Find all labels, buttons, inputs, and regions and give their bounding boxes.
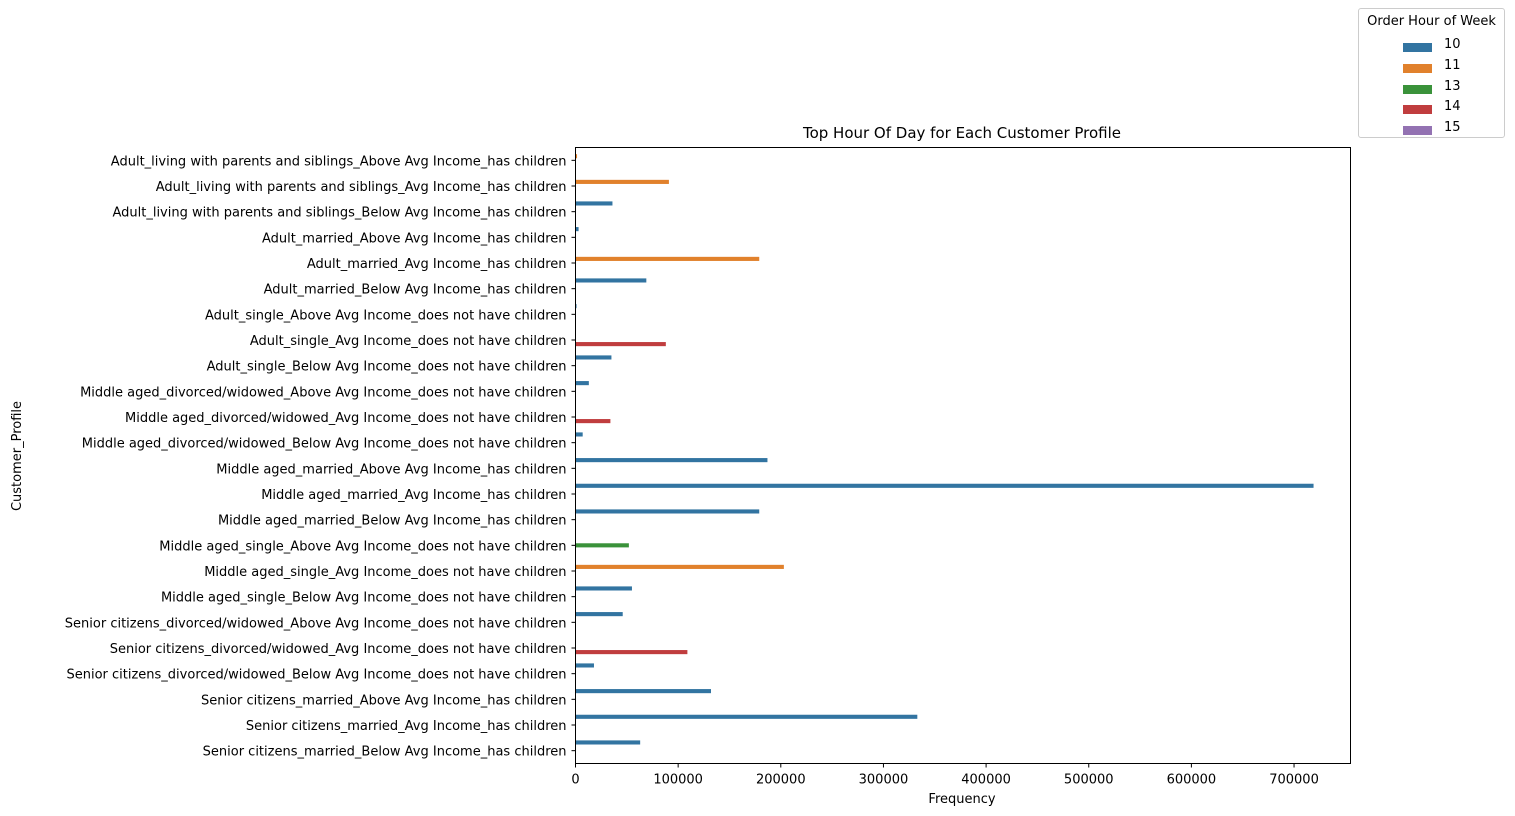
legend-label: 13	[1444, 78, 1461, 94]
y-tick-label: Adult_living with parents and siblings_B…	[112, 206, 566, 221]
bar	[575, 740, 641, 745]
y-tick-label: Adult_single_Below Avg Income_does not h…	[207, 360, 567, 375]
y-tick-label: Senior citizens_divorced/widowed_Below A…	[66, 668, 566, 683]
x-tick-label: 700000	[1269, 773, 1319, 788]
bars-group	[575, 154, 1314, 745]
legend-swatch	[1403, 126, 1432, 136]
x-tick-label: 500000	[1064, 773, 1114, 788]
y-tick-label: Middle aged_single_Avg Income_does not h…	[204, 565, 566, 580]
bar	[575, 586, 632, 591]
legend-swatch	[1403, 63, 1432, 73]
y-tick-label: Adult_married_Avg Income_has children	[307, 257, 567, 272]
legend-item: 15	[1359, 120, 1504, 138]
bar	[575, 564, 784, 569]
y-axis-ticks: Adult_living with parents and siblings_A…	[65, 154, 576, 760]
bar	[575, 227, 579, 232]
bar	[575, 154, 578, 159]
bar	[575, 256, 760, 261]
y-tick-label: Senior citizens_divorced/widowed_Above A…	[65, 616, 567, 631]
y-tick-label: Senior citizens_married_Above Avg Income…	[201, 693, 567, 708]
legend-item: 13	[1359, 78, 1504, 97]
bar	[575, 458, 768, 463]
bar	[575, 304, 577, 309]
legend: Order Hour of Week 10 11 13 14 15	[1358, 8, 1505, 138]
legend-label: 10	[1444, 37, 1461, 52]
y-tick-label: Middle aged_married_Avg Income_has child…	[261, 488, 566, 503]
y-tick-label: Adult_married_Above Avg Income_has child…	[262, 231, 567, 246]
y-tick-label: Middle aged_single_Below Avg Income_does…	[161, 591, 567, 606]
y-tick-label: Adult_living with parents and siblings_A…	[111, 154, 567, 169]
plot-frame	[575, 147, 1351, 764]
bar	[575, 543, 629, 548]
legend-swatch	[1403, 84, 1432, 94]
x-axis-ticks: 0 100000 200000 300000 400000 500000 600000 700…	[571, 763, 1319, 788]
bar	[575, 432, 583, 437]
y-tick-label: Middle aged_divorced/widowed_Below Avg I…	[82, 437, 567, 452]
bar	[575, 689, 711, 694]
y-tick-label: Senior citizens_married_Below Avg Income…	[203, 745, 567, 760]
x-tick-label: 100000	[653, 773, 703, 788]
y-tick-label: Senior citizens_divorced/widowed_Avg Inc…	[110, 642, 567, 657]
x-tick-label: 0	[571, 773, 579, 788]
bar	[575, 650, 688, 655]
x-tick-label: 200000	[756, 773, 806, 788]
y-tick-label: Adult_living with parents and siblings_A…	[156, 180, 567, 195]
chart-title: Top Hour Of Day for Each Customer Profil…	[802, 124, 1121, 142]
legend-title: Order Hour of Week	[1367, 14, 1496, 29]
bar	[575, 612, 623, 617]
legend-label: 15	[1444, 120, 1461, 136]
bar	[575, 355, 612, 360]
bar	[575, 714, 918, 719]
bar	[575, 663, 594, 668]
legend-item: 10	[1359, 37, 1504, 55]
y-tick-label: Middle aged_single_Above Avg Income_does…	[159, 539, 566, 554]
bar	[575, 381, 589, 386]
x-tick-label: 600000	[1167, 773, 1217, 788]
y-tick-label: Middle aged_married_Above Avg Income_has…	[216, 462, 566, 477]
y-tick-label: Senior citizens_married_Avg Income_has c…	[246, 719, 567, 734]
legend-swatch	[1403, 43, 1432, 52]
y-axis-label: Customer_Profile	[10, 401, 25, 511]
bar	[575, 342, 666, 347]
y-tick-label: Middle aged_divorced/widowed_Avg Income_…	[125, 411, 567, 426]
bar	[575, 419, 611, 424]
x-tick-label: 300000	[859, 773, 909, 788]
legend-item: 14	[1359, 99, 1504, 117]
x-axis-label: Frequency	[928, 792, 995, 807]
y-tick-label: Middle aged_divorced/widowed_Above Avg I…	[80, 385, 566, 400]
legend-label: 11	[1444, 57, 1461, 73]
y-tick-label: Adult_married_Below Avg Income_has child…	[264, 283, 567, 298]
y-tick-label: Adult_single_Avg Income_does not have ch…	[250, 334, 567, 349]
bar	[575, 179, 669, 184]
x-tick-label: 400000	[961, 773, 1011, 788]
bar	[575, 201, 613, 206]
bar	[575, 509, 760, 514]
y-tick-label: Adult_single_Above Avg Income_does not h…	[205, 308, 567, 323]
legend-item: 11	[1359, 57, 1504, 76]
bar	[575, 278, 647, 283]
y-tick-label: Middle aged_married_Below Avg Income_has…	[218, 514, 567, 529]
legend-swatch	[1403, 105, 1432, 115]
legend-label: 14	[1444, 99, 1461, 115]
bar	[575, 483, 1314, 488]
